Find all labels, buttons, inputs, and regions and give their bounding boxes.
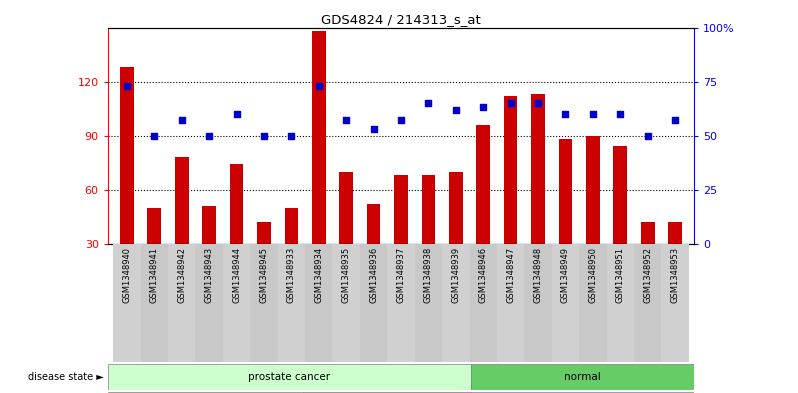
- Point: [449, 107, 462, 113]
- Point: [504, 100, 517, 106]
- Bar: [278, 244, 305, 362]
- Point: [340, 117, 353, 123]
- Bar: [175, 157, 188, 244]
- Bar: [551, 244, 579, 362]
- Bar: [312, 31, 326, 244]
- Point: [312, 83, 325, 89]
- Title: GDS4824 / 214313_s_at: GDS4824 / 214313_s_at: [321, 13, 481, 26]
- Bar: [415, 244, 442, 362]
- Bar: [108, 364, 471, 390]
- Text: GSM1348950: GSM1348950: [588, 247, 598, 303]
- Bar: [387, 244, 415, 362]
- Bar: [606, 244, 634, 362]
- Bar: [442, 244, 469, 362]
- Text: GSM1348939: GSM1348939: [452, 247, 460, 303]
- Bar: [614, 146, 627, 244]
- Bar: [471, 364, 694, 390]
- Bar: [360, 244, 387, 362]
- Text: GSM1348941: GSM1348941: [150, 247, 159, 303]
- Bar: [559, 139, 572, 244]
- Point: [531, 100, 544, 106]
- Bar: [469, 244, 497, 362]
- Bar: [586, 136, 600, 244]
- Point: [477, 104, 490, 110]
- Bar: [367, 204, 381, 244]
- Bar: [449, 172, 463, 244]
- Point: [559, 111, 572, 117]
- Bar: [168, 244, 196, 362]
- Point: [614, 111, 626, 117]
- Bar: [421, 175, 435, 244]
- Bar: [662, 244, 689, 362]
- Text: GSM1348943: GSM1348943: [204, 247, 214, 303]
- Bar: [303, 392, 471, 393]
- Point: [367, 126, 380, 132]
- Bar: [641, 222, 654, 244]
- Point: [394, 117, 407, 123]
- Text: normal: normal: [564, 372, 601, 382]
- Bar: [285, 208, 298, 244]
- Text: prostate cancer: prostate cancer: [248, 372, 330, 382]
- Text: GSM1348946: GSM1348946: [479, 247, 488, 303]
- Text: GSM1348947: GSM1348947: [506, 247, 516, 303]
- Text: GSM1348940: GSM1348940: [122, 247, 132, 303]
- Bar: [531, 94, 545, 244]
- Text: GSM1348948: GSM1348948: [534, 247, 543, 303]
- Point: [587, 111, 599, 117]
- Bar: [202, 206, 216, 244]
- Point: [285, 132, 298, 139]
- Point: [422, 100, 435, 106]
- Point: [120, 83, 133, 89]
- Bar: [223, 244, 251, 362]
- Point: [203, 132, 215, 139]
- Bar: [196, 244, 223, 362]
- Bar: [497, 244, 524, 362]
- Bar: [394, 175, 408, 244]
- Point: [642, 132, 654, 139]
- Text: GSM1348944: GSM1348944: [232, 247, 241, 303]
- Text: GSM1348935: GSM1348935: [342, 247, 350, 303]
- Text: disease state ►: disease state ►: [28, 372, 104, 382]
- Text: GSM1348949: GSM1348949: [561, 247, 570, 303]
- Bar: [339, 172, 353, 244]
- Bar: [148, 208, 161, 244]
- Text: GSM1348937: GSM1348937: [397, 247, 405, 303]
- Point: [230, 111, 243, 117]
- Bar: [668, 222, 682, 244]
- Text: GSM1348942: GSM1348942: [177, 247, 186, 303]
- Bar: [113, 244, 140, 362]
- Point: [258, 132, 271, 139]
- Bar: [524, 244, 551, 362]
- Bar: [230, 164, 243, 244]
- Bar: [476, 125, 490, 244]
- Text: GSM1348945: GSM1348945: [259, 247, 268, 303]
- Bar: [120, 67, 134, 244]
- Bar: [333, 244, 360, 362]
- Bar: [634, 244, 662, 362]
- Bar: [257, 222, 271, 244]
- Text: GSM1348936: GSM1348936: [369, 247, 378, 303]
- Text: GSM1348933: GSM1348933: [286, 247, 296, 303]
- Bar: [140, 244, 168, 362]
- Bar: [504, 96, 517, 244]
- Text: GSM1348951: GSM1348951: [616, 247, 625, 303]
- Bar: [251, 244, 278, 362]
- Bar: [579, 244, 606, 362]
- Text: GSM1348953: GSM1348953: [670, 247, 680, 303]
- Bar: [471, 392, 694, 393]
- Text: GSM1348934: GSM1348934: [314, 247, 323, 303]
- Text: GSM1348938: GSM1348938: [424, 247, 433, 303]
- Text: GSM1348952: GSM1348952: [643, 247, 652, 303]
- Point: [176, 117, 188, 123]
- Point: [148, 132, 160, 139]
- Bar: [108, 392, 303, 393]
- Point: [669, 117, 681, 123]
- Bar: [305, 244, 333, 362]
